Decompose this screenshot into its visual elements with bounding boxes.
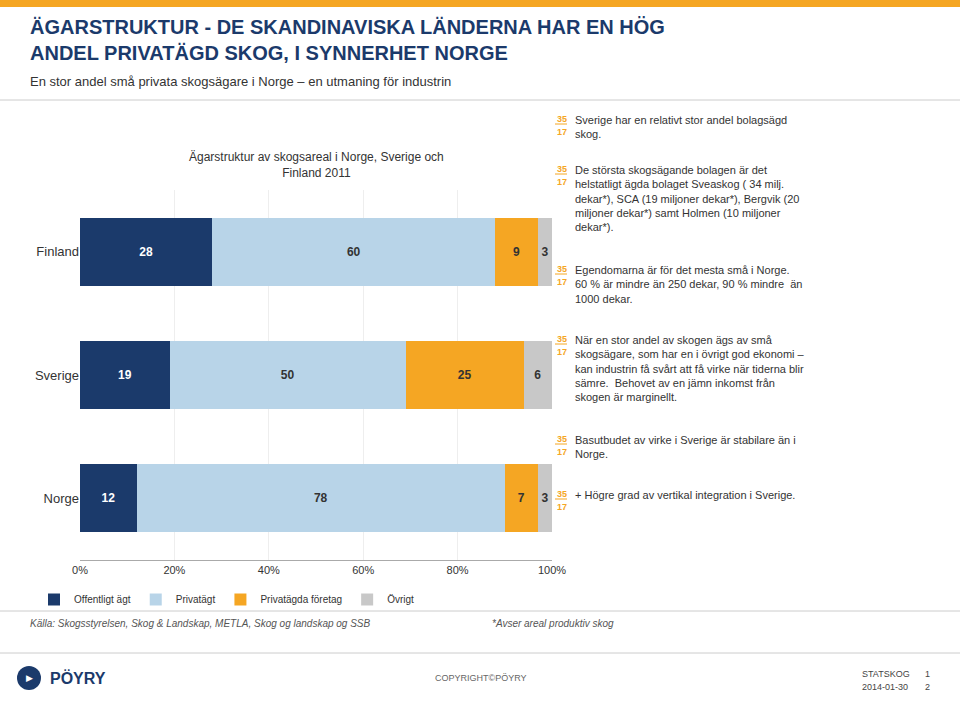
svg-text:80%: 80% <box>447 564 469 576</box>
svg-text:100%: 100% <box>538 564 566 576</box>
svg-text:35: 35 <box>557 164 567 174</box>
svg-text:Övrigt: Övrigt <box>387 594 414 605</box>
svg-text:Sverige: Sverige <box>35 368 79 383</box>
svg-text:3: 3 <box>541 491 548 505</box>
svg-text:3: 3 <box>541 245 548 259</box>
svg-text:Norge: Norge <box>44 491 79 506</box>
svg-text:En stor andel små privata skog: En stor andel små privata skogsägare i N… <box>30 74 451 89</box>
svg-text:+ Högre grad av vertikal integ: + Högre grad av vertikal integration i S… <box>575 489 795 501</box>
svg-text:12: 12 <box>101 491 115 505</box>
svg-text:25: 25 <box>458 368 472 382</box>
svg-text:17: 17 <box>557 347 567 357</box>
svg-text:STATSKOG: STATSKOG <box>862 669 910 679</box>
svg-text:19: 19 <box>118 368 132 382</box>
svg-text:7: 7 <box>518 491 525 505</box>
svg-text:De största skogsägande bolagen: De största skogsägande bolagen är dethel… <box>575 164 799 233</box>
svg-text:35: 35 <box>557 334 567 344</box>
svg-text:35: 35 <box>557 264 567 274</box>
svg-text:35: 35 <box>557 434 567 444</box>
svg-text:28: 28 <box>139 245 153 259</box>
svg-text:Ägarstruktur av skogsareal i N: Ägarstruktur av skogsareal i Norge, Sver… <box>189 150 444 180</box>
svg-text:När en stor andel av skogen äg: När en stor andel av skogen ägs av småsk… <box>575 334 805 403</box>
svg-text:PÖYRY: PÖYRY <box>50 669 106 687</box>
svg-text:Basutbudet av virke i Sverige: Basutbudet av virke i Sverige är stabila… <box>575 434 796 460</box>
svg-text:35: 35 <box>557 489 567 499</box>
svg-text:Källa: Skogsstyrelsen, Skog &: Källa: Skogsstyrelsen, Skog & Landskap, … <box>30 618 371 629</box>
svg-text:17: 17 <box>557 277 567 287</box>
svg-text:60%: 60% <box>352 564 374 576</box>
svg-text:COPYRIGHT©PÖYRY: COPYRIGHT©PÖYRY <box>435 673 526 683</box>
svg-text:78: 78 <box>314 491 328 505</box>
svg-text:6: 6 <box>534 368 541 382</box>
svg-text:17: 17 <box>557 447 567 457</box>
svg-text:2: 2 <box>925 682 930 692</box>
svg-text:17: 17 <box>557 502 567 512</box>
svg-text:*Avser areal produktiv skog: *Avser areal produktiv skog <box>492 618 614 629</box>
svg-text:0%: 0% <box>72 564 88 576</box>
svg-text:9: 9 <box>513 245 520 259</box>
svg-text:20%: 20% <box>163 564 185 576</box>
svg-text:▶: ▶ <box>26 673 33 683</box>
svg-text:Finland: Finland <box>36 244 79 259</box>
svg-text:1: 1 <box>925 669 930 679</box>
svg-text:17: 17 <box>557 127 567 137</box>
svg-text:60: 60 <box>347 245 361 259</box>
svg-text:40%: 40% <box>258 564 280 576</box>
svg-text:Offentligt ägt: Offentligt ägt <box>74 594 131 605</box>
svg-text:50: 50 <box>281 368 295 382</box>
svg-text:17: 17 <box>557 177 567 187</box>
svg-text:Egendomarna är för det mesta s: Egendomarna är för det mesta små i Norge… <box>575 264 802 305</box>
svg-text:ÄGARSTRUKTUR - DE SKANDINAVISK: ÄGARSTRUKTUR - DE SKANDINAVISKA LÄNDERNA… <box>30 16 665 64</box>
svg-text:Privatägt: Privatägt <box>176 594 216 605</box>
svg-text:35: 35 <box>557 114 567 124</box>
svg-text:Sverige har en relativt stor a: Sverige har en relativt stor andel bolag… <box>575 114 787 140</box>
svg-text:Privatägda företag: Privatägda företag <box>260 594 342 605</box>
svg-text:2014-01-30: 2014-01-30 <box>862 682 908 692</box>
